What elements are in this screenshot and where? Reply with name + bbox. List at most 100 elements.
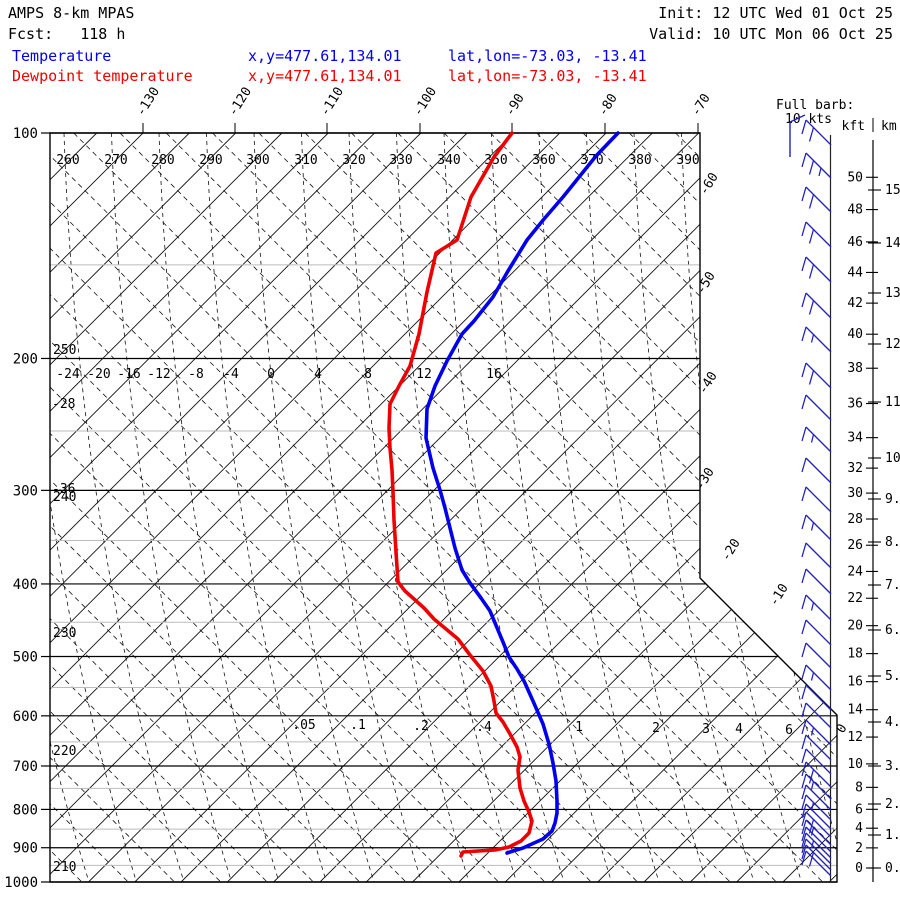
- moist-adiabat-line: [50, 133, 499, 882]
- kft-tick-label: 40: [847, 327, 863, 342]
- theta-left-label: 220: [53, 744, 76, 759]
- mixing-ratio-label: .2: [413, 719, 429, 734]
- mixing-ratio-label: 6: [785, 723, 793, 738]
- top-isotherm-label: -110: [318, 85, 347, 120]
- dry-adiabat-line: [586, 133, 707, 882]
- pressure-axis-label: 500: [13, 650, 38, 666]
- dry-adiabat-line: [111, 133, 232, 882]
- forecast-hour: Fcst: 118 h: [8, 25, 126, 43]
- km-tick-label: 0.: [885, 861, 900, 876]
- kft-tick-label: 6: [855, 802, 863, 817]
- km-tick-label: 7.: [885, 578, 900, 593]
- isotherm-line: [50, 133, 283, 882]
- temp-200-label: -20: [87, 367, 110, 382]
- pressure-axis-label: 1000: [4, 875, 38, 891]
- left-isotherm-label: -28: [52, 397, 75, 412]
- moist-adiabat-line: [675, 133, 837, 882]
- right-isotherm-labels: -60-50-40-30-20-100: [693, 170, 851, 736]
- theta-top-label: 360: [532, 153, 555, 168]
- moist-adiabat-line: [166, 133, 837, 882]
- legend-dewpoint-latlon: lat,lon=-73.03, -13.41: [448, 67, 647, 85]
- wind-barb: [801, 362, 832, 389]
- dry-adiabat-line: [491, 133, 612, 882]
- isotherm-line: [227, 133, 837, 882]
- wind-barb: [801, 702, 832, 729]
- theta-left-label: 250: [53, 343, 76, 358]
- isotherm-line: [50, 133, 561, 882]
- theta-top-label: 260: [56, 153, 79, 168]
- dry-adiabat-line: [348, 133, 470, 882]
- km-tick-label: 14.: [885, 236, 900, 251]
- km-tick-label: 15.: [885, 183, 900, 198]
- wind-barb: [801, 734, 832, 761]
- kft-tick-label: 14: [847, 703, 863, 718]
- mixing-ratio-label: 2: [652, 721, 660, 736]
- pressure-axis-label: 400: [13, 577, 38, 593]
- isotherm-line: [782, 133, 837, 882]
- moist-adiabat-line: [50, 133, 360, 882]
- moist-adiabat-line: [397, 133, 837, 882]
- theta-top-label: 310: [294, 153, 317, 168]
- isotherm-line: [50, 133, 653, 882]
- km-tick-label: 8.: [885, 535, 900, 550]
- top-isotherm-label: -70: [689, 91, 714, 119]
- km-tick-label: 13.: [885, 286, 900, 301]
- temp-200-label: -8: [188, 367, 204, 382]
- legend-temperature-latlon: lat,lon=-73.03, -13.41: [448, 47, 647, 65]
- moist-adiabat-line: [50, 133, 314, 882]
- top-isotherm-label: -130: [134, 85, 163, 120]
- pressure-axis-label: 100: [13, 126, 38, 142]
- temp-200-label: -24: [56, 367, 80, 382]
- isotherm-line: [319, 133, 837, 882]
- wind-barb: [801, 819, 832, 846]
- wind-barb: [801, 594, 832, 621]
- kft-tick-label: 22: [847, 591, 863, 606]
- moist-adiabat-line: [50, 133, 222, 882]
- wind-barb: [801, 152, 832, 179]
- isotherm-line: [643, 133, 837, 882]
- wind-barb: [801, 486, 832, 513]
- moist-adiabat-line: [351, 133, 837, 882]
- temp-200-label: -12: [147, 367, 170, 382]
- mixing-ratio-labels: .05 .1 .2 .4 1 2 3 4 6: [292, 718, 793, 738]
- plot-border: [49, 132, 838, 883]
- line200-temperature-labels: -24 -20 -16 -12 -8 -4 0 4 8 12 16: [56, 367, 502, 382]
- theta-left-label: 230: [53, 626, 76, 641]
- dry-adiabat-line: [206, 133, 327, 882]
- legend-temperature-xy: x,y=477.61,134.01: [248, 47, 402, 65]
- theta-labels: 260 270 280 290 300 310 320 330 340 350 360 370 380 3…: [52, 153, 700, 875]
- isotherm-line: [551, 133, 837, 882]
- temp-200-label: 12: [416, 367, 432, 382]
- kft-axis-header: kft: [842, 119, 865, 134]
- wind-barb: [801, 719, 832, 746]
- kft-tick-label: 24: [847, 564, 863, 579]
- moist-adiabat-line: [767, 133, 837, 882]
- kft-tick-label: 48: [847, 203, 863, 218]
- moist-adiabat-line: [50, 133, 453, 882]
- moist-adiabat-line: [50, 133, 731, 882]
- wind-barb: [801, 832, 832, 859]
- isotherm-line: [50, 133, 792, 882]
- wind-barb: [801, 664, 832, 691]
- isotherm-line: [50, 133, 375, 882]
- model-title: AMPS 8-km MPAS: [8, 4, 135, 22]
- valid-time: Valid: 10 UTC Mon 06 Oct 25: [649, 25, 893, 43]
- isotherm-line: [50, 133, 422, 882]
- wind-barb: [801, 221, 832, 248]
- kft-tick-label: 32: [847, 461, 863, 476]
- wind-barb: [801, 838, 832, 865]
- kft-tick-label: 2: [855, 841, 863, 856]
- init-time: Init: 12 UTC Wed 01 Oct 25: [658, 4, 893, 22]
- wind-barb: [801, 568, 832, 595]
- moist-adiabat-line: [50, 133, 777, 882]
- dry-adiabat-line: [50, 133, 137, 882]
- isotherm-line: [597, 133, 837, 882]
- kft-tick-label: 8: [855, 780, 863, 795]
- kft-tick-label: 46: [847, 235, 863, 250]
- wind-barb: [801, 761, 832, 788]
- isotherm-line: [690, 133, 837, 882]
- right-isotherm-label: -10: [767, 581, 792, 609]
- moist-adiabat-line: [50, 133, 592, 882]
- theta-top-label: 270: [104, 153, 127, 168]
